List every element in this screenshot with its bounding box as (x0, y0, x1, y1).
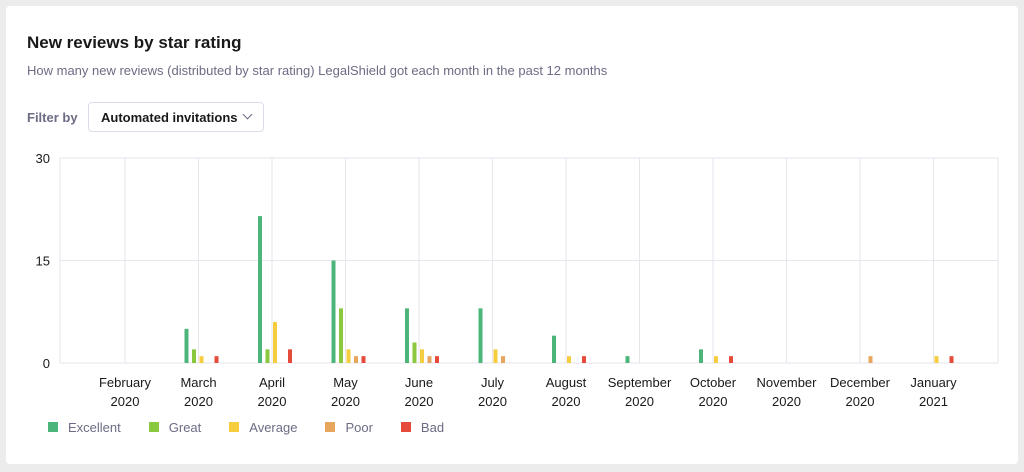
legend-swatch (48, 422, 58, 432)
bar-bad (361, 356, 366, 363)
bar-excellent (258, 216, 262, 363)
legend-item-great[interactable]: Great (148, 419, 202, 435)
x-tick-label: October 2020 (690, 375, 737, 409)
bar-bad (214, 356, 219, 363)
bar-poor (427, 356, 432, 363)
bar-average (346, 349, 351, 363)
bar-poor (501, 356, 505, 363)
bar-great (339, 308, 343, 363)
filter-label: Filter by (27, 110, 78, 125)
legend-label: Great (168, 419, 202, 435)
legend-label: Bad (420, 419, 445, 435)
legend-swatch (148, 422, 159, 432)
x-tick-label: March 2020 (180, 375, 216, 409)
x-tick-label: February 2020 (99, 375, 152, 409)
x-tick-label: July 2020 (478, 375, 507, 409)
bar-average (493, 349, 498, 363)
bar-bad (435, 356, 439, 363)
x-tick-label: September 2020 (608, 375, 672, 409)
bar-average (714, 356, 718, 363)
bar-excellent (552, 335, 556, 363)
bar-average (199, 356, 204, 363)
chart-subtitle: How many new reviews (distributed by sta… (27, 63, 608, 78)
legend-label: Poor (345, 419, 373, 435)
bar-average (420, 349, 424, 363)
x-tick-label: April 2020 (258, 375, 287, 409)
legend-swatch (400, 422, 411, 432)
legend-item-bad[interactable]: Bad (400, 419, 445, 435)
y-tick-label: 15 (36, 254, 50, 269)
bar-poor (354, 356, 358, 363)
bar-bad (582, 356, 586, 363)
bar-average (273, 322, 277, 363)
legend-item-average[interactable]: Average (229, 420, 297, 435)
y-tick-label: 30 (36, 151, 50, 166)
x-tick-label: November 2020 (757, 375, 818, 409)
bar-bad (949, 356, 954, 363)
x-tick-label: June 2020 (405, 375, 434, 409)
legend-swatch (229, 422, 240, 432)
bar-bad (288, 349, 292, 363)
filter-dropdown[interactable]: Automated invitations (88, 102, 264, 132)
legend-label: Average (249, 419, 298, 435)
bar-bad (729, 356, 733, 363)
x-tick-label: May 2020 (331, 375, 360, 409)
bar-great (412, 342, 417, 363)
legend-label: Excellent (68, 419, 121, 435)
bar-poor (868, 356, 873, 363)
bar-excellent (184, 328, 189, 363)
legend-item-excellent[interactable]: Excellent (48, 420, 121, 435)
bar-average (567, 356, 571, 363)
bar-great (265, 349, 270, 363)
bar-excellent (478, 308, 483, 363)
legend-item-poor[interactable]: Poor (325, 419, 373, 435)
chart-title: New reviews by star rating (27, 33, 242, 52)
legend-swatch (325, 422, 336, 432)
bar-average (934, 356, 939, 363)
y-tick-label: 0 (43, 356, 50, 371)
bar-excellent (699, 349, 703, 363)
bar-great (192, 349, 196, 363)
chart-card: New reviews by star rating How many new … (6, 6, 1018, 464)
x-tick-label: January 2021 (910, 375, 957, 409)
chart-legend: Excellent Great Average Poor Bad (48, 417, 472, 437)
bar-excellent (625, 356, 630, 363)
bar-excellent (331, 260, 336, 363)
x-tick-label: December 2020 (830, 375, 891, 409)
bar-excellent (405, 308, 409, 363)
filter-dropdown-value: Automated invitations (101, 110, 238, 125)
x-tick-label: August 2020 (546, 375, 587, 409)
